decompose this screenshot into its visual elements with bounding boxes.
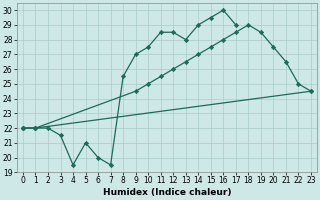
X-axis label: Humidex (Indice chaleur): Humidex (Indice chaleur) [103,188,231,197]
